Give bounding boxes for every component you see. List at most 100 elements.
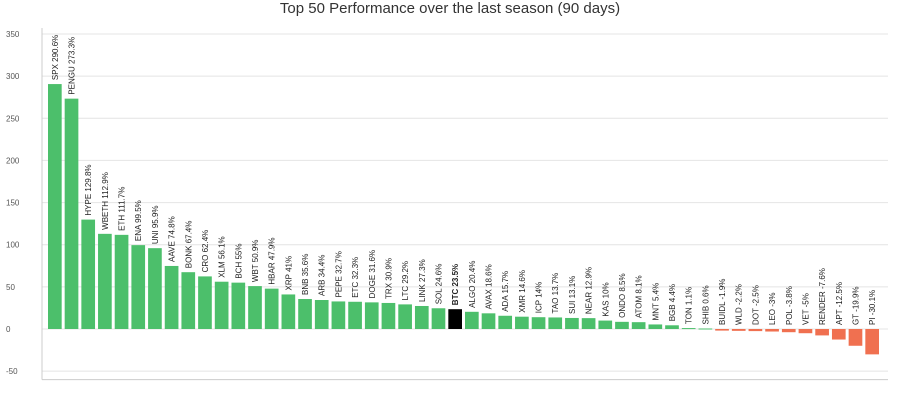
bar-label-avax: AVAX 18.6% [485,264,494,309]
bar-label-bgb: BGB 4.4% [668,284,677,321]
y-tick-label: 300 [6,72,20,81]
bar-label-arb: ARB 34.4% [318,255,327,296]
bar-label-ltc: LTC 29.2% [401,261,410,300]
bar-ton [681,328,696,330]
bar-label-cro: CRO 62.4% [201,230,210,273]
bar-shib [698,328,713,330]
bar-doge [364,302,379,329]
bar-label-tao: TAO 13.7% [551,273,560,314]
bar-label-icp: ICP 14% [535,282,544,313]
bar-label-doge: DOGE 31.6% [368,250,377,298]
bar-tao [548,317,563,329]
bar-gt [848,329,863,346]
bar-label-uni: UNI 95.9% [151,205,160,244]
bar-near [581,318,596,329]
bar-label-btc: BTC 23.5% [451,264,460,305]
bar-ena [131,245,146,329]
bar-label-bonk: BONK 67.4% [184,221,193,269]
bar-arb [314,300,329,329]
bar-xmr [515,316,529,329]
bar-label-bnb: BNB 35.6% [301,254,310,295]
y-tick-label: -50 [6,367,18,376]
bar-cro [198,276,212,329]
bar-label-ton: TON 1.1% [685,287,694,324]
bar-sui [565,317,579,329]
bar-etc [348,301,362,329]
bar-label-shib: SHIB 0.6% [701,285,710,324]
bar-label-xrp: XRP 41% [284,256,293,291]
bar-label-link: LINK 27.3% [418,259,427,302]
bar-ada [498,315,513,329]
bar-eth [114,234,129,329]
bar-label-hbar: HBAR 47.9% [268,237,277,284]
bar-label-kas: KAS 10% [601,282,610,316]
y-tick-label: 250 [6,114,20,123]
bar-label-hype: HYPE 129.8% [84,164,93,215]
bar-render [815,329,829,336]
bar-label-render: RENDER -7.6% [818,268,827,325]
bar-wld [731,329,746,331]
bar-label-atom: ATOM 8.1% [635,275,644,318]
bar-hype [81,219,96,329]
bar-label-ada: ADA 15.7% [501,271,510,312]
bar-xlm [214,281,229,329]
bar-label-sol: SOL 24.6% [434,264,443,305]
bar-label-near: NEAR 12.9% [585,267,594,314]
bar-vet [798,329,813,334]
bar-pepe [331,301,346,329]
y-tick-label: 150 [6,199,20,208]
bar-pol [781,329,796,333]
bar-bgb [665,325,679,329]
bar-icp [531,317,546,329]
bar-label-sui: SUI 13.1% [568,276,577,314]
bar-label-bch: BCH 55% [234,244,243,279]
bar-label-leo: LEO -3% [768,293,777,325]
bar-pi [865,329,879,355]
bar-ondo [615,321,629,329]
bar-label-pengu: PENGU 273.3% [68,37,77,95]
bar-label-pol: POL -3.8% [785,286,794,325]
bar-label-buidl: BUIDL -1.9% [718,279,727,325]
bar-label-xmr: XMR 14.6% [518,270,527,313]
bar-label-ena: ENA 99.5% [134,200,143,241]
y-tick-label: 350 [6,30,20,39]
bar-label-etc: ETC 32.3% [351,257,360,298]
bar-xrp [281,294,296,329]
bar-label-wbeth: WBETH 112.9% [101,172,110,230]
bar-pengu [64,98,79,329]
bar-trx [381,302,396,329]
bar-spx [48,84,62,330]
bar-label-gt: GT -19.9% [851,286,860,325]
bar-bnb [298,298,312,329]
bar-label-wld: WLD -2.2% [735,284,744,325]
bar-leo [765,329,779,332]
bar-label-vet: VET -5% [801,293,810,325]
y-tick-label: 0 [6,325,11,334]
bar-btc [448,309,462,329]
y-tick-label: 50 [6,283,15,292]
bar-label-trx: TRX 30.9% [384,258,393,299]
chart-title: Top 50 Performance over the last season … [279,0,621,17]
bar-sol [431,308,446,329]
bar-ltc [398,304,412,329]
bar-apt [831,329,846,340]
bar-label-mnt: MNT 5.4% [651,283,660,321]
bar-label-dot: DOT -2.5% [751,285,760,325]
bar-avax [481,313,496,329]
bar-label-apt: APT -12.5% [835,282,844,325]
y-tick-label: 200 [6,156,20,165]
bar-dot [748,329,763,332]
bar-bonk [181,272,196,329]
bar-kas [598,320,613,329]
bar-label-eth: ETH 111.7% [118,187,127,231]
bar-label-ondo: ONDO 8.5% [618,273,627,317]
bar-hbar [264,288,279,329]
bar-label-algo: ALGO 20.4% [468,261,477,308]
bar-uni [148,248,162,329]
bar-label-aave: AAVE 74.8% [168,216,177,262]
y-tick-label: 100 [6,241,20,250]
bar-label-pi: PI -30.1% [868,290,877,325]
bar-buidl [715,329,729,331]
